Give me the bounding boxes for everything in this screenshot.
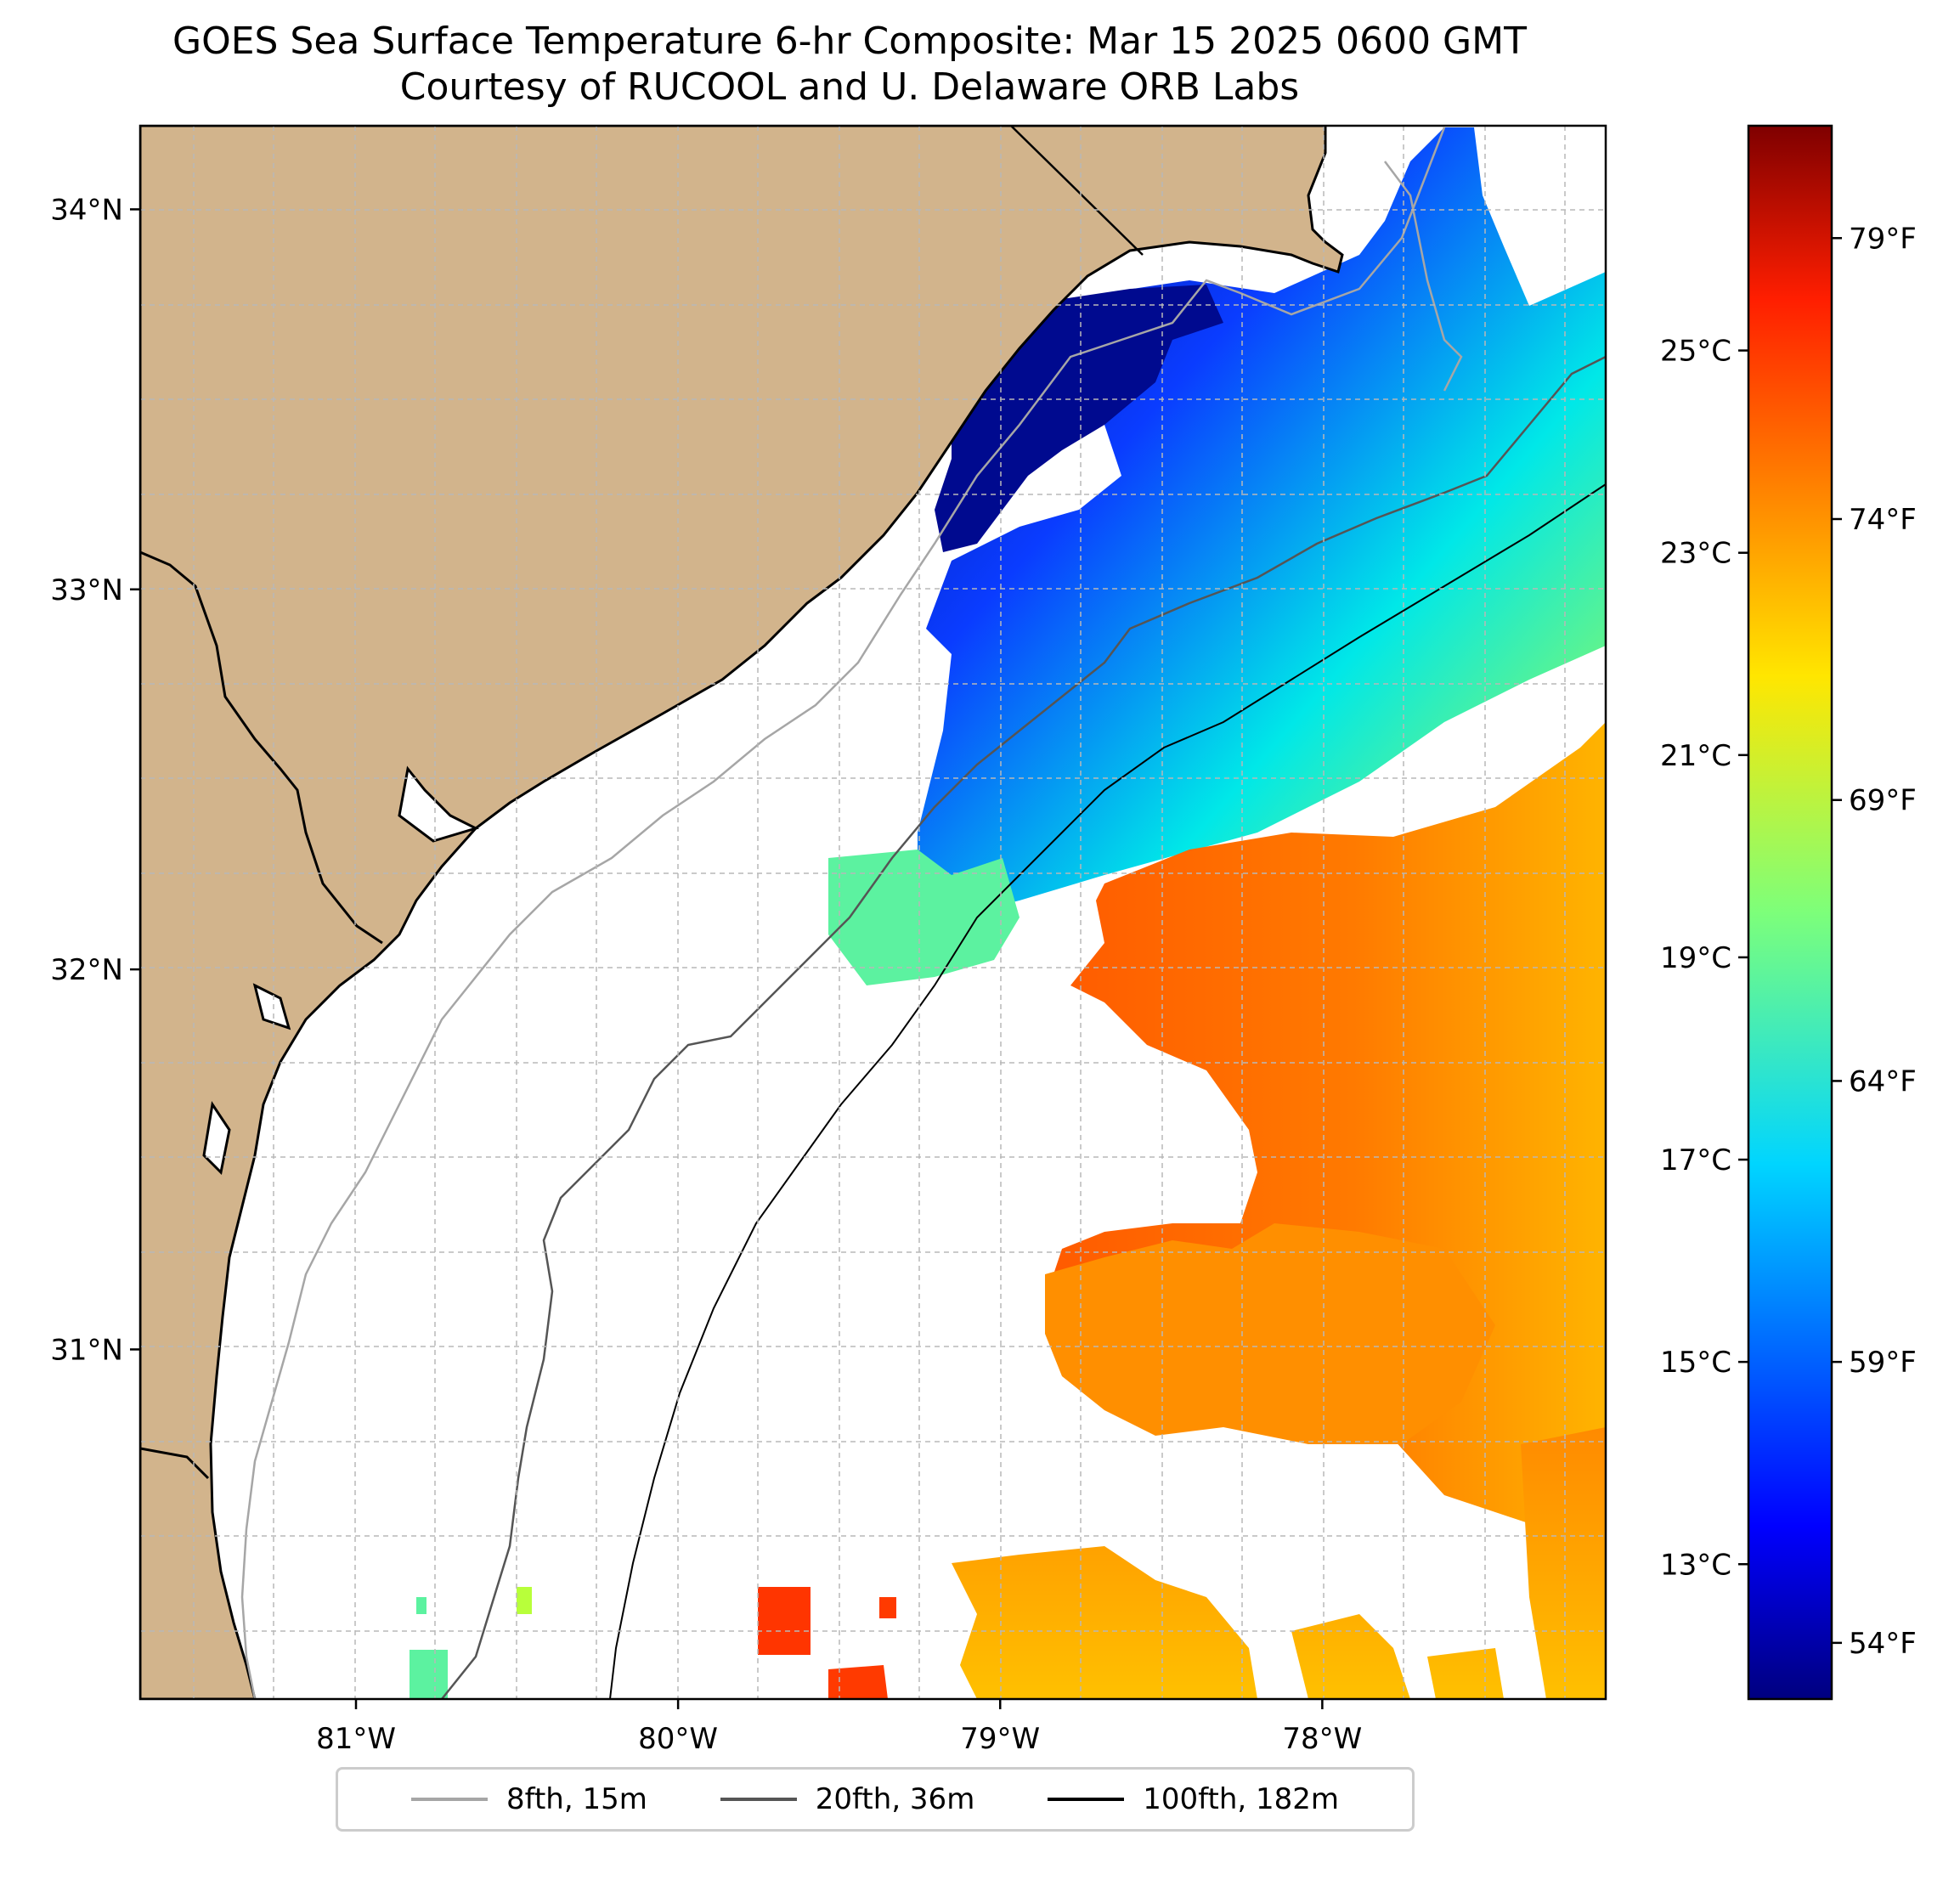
legend-label-20fth: 20fth, 36m — [815, 1782, 975, 1816]
colorbar-f-tick-label: 69°F — [1849, 784, 1917, 818]
legend-item-20fth: 20fth, 36m — [720, 1782, 975, 1816]
isobath-100fth — [609, 483, 1606, 1699]
sst-red-speckle-south — [828, 1597, 896, 1699]
colorbar-c-tick-label: 23°C — [1660, 537, 1731, 571]
map-title: GOES Sea Surface Temperature 6-hr Compos… — [0, 19, 1699, 110]
colorbar-c-tick-label: 19°C — [1660, 941, 1731, 975]
lat-tick-label: 31°N — [50, 1333, 123, 1367]
map-frame — [138, 124, 1607, 1701]
legend-swatch-8fth — [410, 1798, 488, 1801]
colorbar-c-tick-label: 21°C — [1660, 739, 1731, 773]
sst-orange-patch-southwest — [1045, 1223, 1495, 1444]
legend-item-100fth: 100fth, 182m — [1048, 1782, 1339, 1816]
river-savannah — [140, 1447, 210, 1480]
legend-swatch-20fth — [720, 1798, 797, 1801]
colorbar-f-tick-label: 54°F — [1849, 1627, 1917, 1661]
isobath-legend: 8fth, 15m 20fth, 36m 100fth, 182m — [336, 1767, 1415, 1832]
title-line-2: Courtesy of RUCOOL and U. Delaware ORB L… — [399, 65, 1300, 109]
lon-tick-label: 81°W — [316, 1722, 396, 1756]
land-mass — [140, 126, 1344, 1699]
lat-tick-label: 33°N — [50, 573, 123, 607]
title-line-1: GOES Sea Surface Temperature 6-hr Compos… — [172, 20, 1527, 63]
sst-green-patch-south-1 — [410, 1650, 448, 1699]
colorbar-f-tick-label: 59°F — [1849, 1346, 1917, 1380]
map-axes: 81°W 80°W 79°W 78°W 34°N 33°N 32°N 31°N — [50, 193, 1362, 1756]
map-grid — [140, 126, 1606, 1699]
isobath-20fth — [441, 355, 1606, 1699]
sst-green-speck-south — [416, 1597, 426, 1614]
colorbar-ticks: 54°F 59°F 64°F 69°F 74°F 79°F 13°C 15°C 17°C 19°C… — [1660, 222, 1917, 1661]
colorbar-c-tick-label: 25°C — [1660, 335, 1731, 369]
colorbar — [1747, 124, 1833, 1701]
sst-red-patch-south — [758, 1587, 811, 1655]
colorbar-f-tick-label: 74°F — [1849, 503, 1917, 537]
lat-tick-label: 34°N — [50, 193, 123, 227]
map-plot-area — [140, 126, 1606, 1699]
coast-islands — [202, 765, 480, 1176]
isobath-8fth — [240, 127, 1463, 1699]
lon-tick-label: 80°W — [638, 1722, 718, 1756]
sst-green-patch-south-2 — [517, 1587, 532, 1614]
legend-label-100fth: 100fth, 182m — [1143, 1782, 1340, 1816]
colorbar-c-tick-label: 17°C — [1660, 1143, 1731, 1177]
river-georgia — [140, 550, 383, 945]
colorbar-f-tick-label: 64°F — [1849, 1064, 1917, 1098]
lon-tick-label: 78°W — [1282, 1722, 1362, 1756]
colorbar-f-tick-label: 79°F — [1849, 222, 1917, 256]
colorbar-c-tick-label: 15°C — [1660, 1346, 1731, 1380]
legend-item-8fth: 8fth, 15m — [410, 1782, 647, 1816]
legend-swatch-100fth — [1048, 1798, 1125, 1801]
legend-label-8fth: 8fth, 15m — [506, 1782, 647, 1816]
lat-tick-label: 32°N — [50, 953, 123, 987]
sst-green-patch-west — [828, 850, 1020, 985]
lon-tick-label: 79°W — [960, 1722, 1040, 1756]
colorbar-c-tick-label: 13°C — [1660, 1548, 1731, 1582]
state-border — [1010, 126, 1144, 256]
